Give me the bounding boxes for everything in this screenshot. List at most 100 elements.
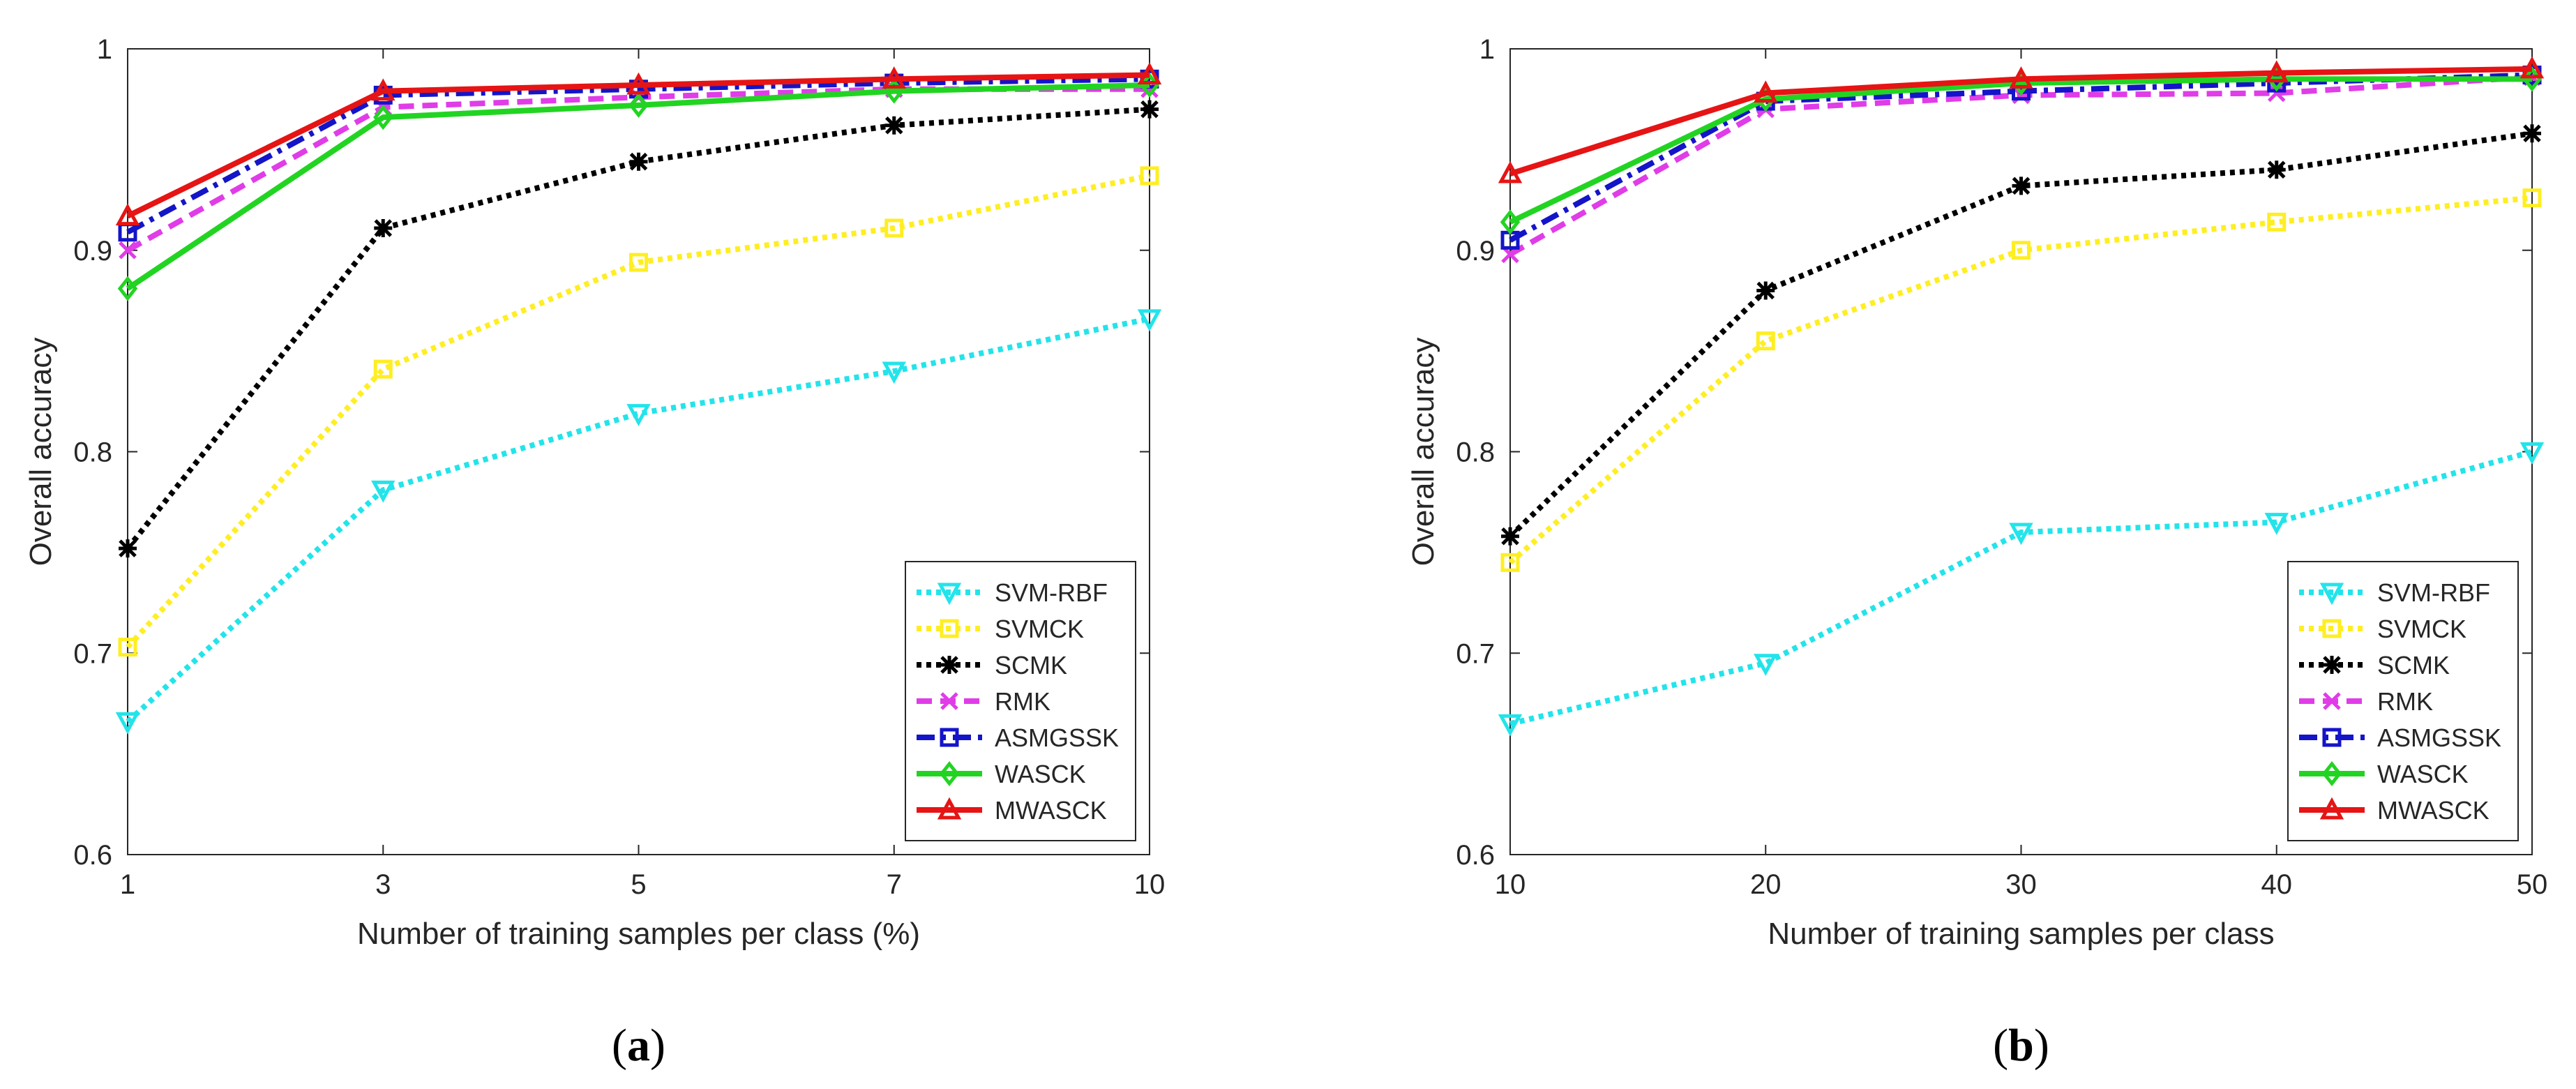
x-tick-label: 10 <box>1495 869 1526 900</box>
series-scmk <box>1501 124 2541 546</box>
data-point <box>1137 62 1162 85</box>
y-tick-label: 0.6 <box>1456 840 1495 871</box>
series-line <box>1509 76 2532 225</box>
data-point <box>2009 66 2033 89</box>
data-point <box>118 638 137 657</box>
series-line <box>126 172 1150 649</box>
legend-label: SVM-RBF <box>995 578 1108 607</box>
data-point <box>1754 654 1778 676</box>
series-line <box>125 106 1150 550</box>
data-point <box>2523 124 2541 143</box>
legend: SVM-RBF SVMCK SCMK RMK ASMGSSK WASCK MWASCK <box>905 561 1136 841</box>
legend-entry: SVM-RBF <box>917 578 1108 607</box>
panel-paren-open: ( <box>1993 1020 2008 1071</box>
x-tick-label: 50 <box>2517 869 2548 900</box>
legend-label: SVMCK <box>2377 615 2466 643</box>
legend-marker <box>940 656 958 674</box>
data-point <box>884 218 904 238</box>
series-line <box>126 76 1150 235</box>
x-axis-label: Number of training samples per class (%) <box>357 917 920 951</box>
y-tick-label: 1 <box>97 34 112 65</box>
series-line <box>1508 195 2533 565</box>
data-point <box>882 361 906 384</box>
data-point <box>626 404 651 426</box>
legend-marker <box>2323 692 2341 710</box>
legend-entry: ASMGSSK <box>2299 723 2501 752</box>
data-point <box>2519 56 2545 79</box>
series-svmck <box>1500 188 2542 572</box>
legend-label: MWASCK <box>995 796 1107 825</box>
data-point <box>1500 209 1521 235</box>
series-line <box>1509 66 2533 177</box>
data-point <box>882 66 906 89</box>
legend-label: SVM-RBF <box>2377 578 2490 607</box>
data-point <box>2012 241 2031 260</box>
legend-marker <box>2319 583 2344 606</box>
x-axis-label: Number of training samples per class <box>1768 917 2274 951</box>
legend-label: MWASCK <box>2377 796 2490 825</box>
y-tick-label: 0.9 <box>73 236 112 266</box>
data-point <box>1137 309 1162 332</box>
legend-marker <box>940 692 958 710</box>
data-point <box>371 480 396 503</box>
x-tick-label: 30 <box>2005 869 2037 900</box>
legend-marker <box>2322 728 2342 747</box>
legend-label: ASMGSSK <box>2377 723 2501 752</box>
series-svm-rbf <box>115 309 1162 735</box>
legend-entry: WASCK <box>917 760 1086 788</box>
panel-letter: a <box>627 1020 650 1071</box>
x-tick-label: 3 <box>375 869 391 900</box>
data-point <box>119 539 137 558</box>
data-point <box>628 92 649 118</box>
series-mwasck <box>115 62 1162 226</box>
legend-label: RMK <box>2377 687 2433 716</box>
data-point <box>115 712 140 735</box>
data-point <box>884 116 903 135</box>
data-point <box>2519 442 2545 465</box>
data-point <box>374 218 393 237</box>
chart-a: 0.6 0.7 0.8 0.9 1 1 3 5 7 10 Number of training sa… <box>24 34 1165 1071</box>
y-axis-label: Overall accuracy <box>1406 338 1440 566</box>
panel-paren-close: ) <box>650 1020 665 1071</box>
data-point <box>1756 281 1775 300</box>
x-tick-label: 10 <box>1134 869 1166 900</box>
series-line <box>126 82 1150 291</box>
data-point <box>117 276 138 301</box>
data-point <box>2267 212 2287 232</box>
legend-entry: SCMK <box>917 651 1067 679</box>
data-point <box>2267 84 2286 103</box>
legend-entry: WASCK <box>2299 760 2469 788</box>
legend-entry: ASMGSSK <box>917 723 1119 752</box>
legend-marker <box>2323 656 2341 674</box>
legend-entry: SVMCK <box>2299 615 2466 643</box>
legend-label: WASCK <box>995 760 1086 788</box>
panel-letter: b <box>2008 1020 2034 1071</box>
y-tick-label: 0.9 <box>1456 236 1495 266</box>
series-scmk <box>119 100 1159 558</box>
data-point <box>1501 527 1519 546</box>
series-svmck <box>118 166 1159 657</box>
legend-marker <box>940 728 959 747</box>
legend-label: SCMK <box>2377 651 2450 679</box>
legend-marker <box>937 583 962 606</box>
y-tick-label: 0.7 <box>1456 638 1495 669</box>
series-svm-rbf <box>1498 442 2545 737</box>
data-point <box>2264 60 2289 83</box>
legend-marker <box>940 619 959 638</box>
legend-marker <box>2319 797 2344 820</box>
x-tick-label: 1 <box>120 869 135 900</box>
legend-label: SVMCK <box>995 615 1084 643</box>
legend-label: WASCK <box>2377 760 2469 788</box>
legend-marker <box>939 760 960 787</box>
x-tick-label: 7 <box>887 869 902 900</box>
panel-paren-open: ( <box>612 1020 627 1071</box>
data-point <box>629 253 648 272</box>
data-point <box>1140 166 1159 186</box>
legend-entry: SVM-RBF <box>2299 578 2490 607</box>
data-point <box>115 203 140 226</box>
panel-label: (b) <box>1993 1020 2049 1071</box>
data-point <box>626 72 651 95</box>
y-tick-label: 0.8 <box>1456 437 1495 468</box>
series-mwasck <box>1498 56 2545 183</box>
data-point <box>1140 100 1159 119</box>
